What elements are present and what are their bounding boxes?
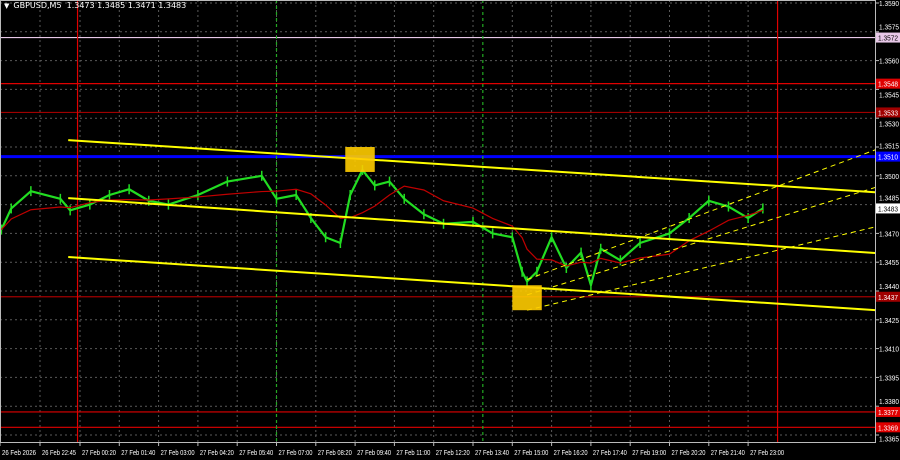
channel-trendline <box>68 256 875 312</box>
x-tick-label: 27 Feb 05:40 <box>239 448 273 457</box>
x-tick-label: 27 Feb 08:20 <box>318 448 352 457</box>
level-price-label-bg <box>876 151 900 162</box>
x-tick-label: 27 Feb 15:00 <box>514 448 548 457</box>
x-tick-label: 27 Feb 13:40 <box>475 448 509 457</box>
y-tick-label: 1.3545 <box>879 91 899 100</box>
channel-trendline <box>68 139 875 194</box>
x-tick-label: 26 Feb 2026 <box>2 448 36 457</box>
y-tick-label: 1.3575 <box>879 23 899 32</box>
x-tick-label: 27 Feb 09:40 <box>357 448 391 457</box>
y-tick-label: 1.3515 <box>879 142 899 151</box>
y-tick-label: 1.3590 <box>879 0 899 8</box>
channel-trendline <box>68 197 875 255</box>
level-price-label: 1.3533 <box>878 108 898 117</box>
x-tick-label: 27 Feb 19:00 <box>632 448 666 457</box>
x-tick-label: 27 Feb 21:40 <box>711 448 745 457</box>
y-tick-label: 1.3365 <box>879 434 899 443</box>
x-tick-label: 26 Feb 22:45 <box>42 448 76 457</box>
y-tick-label: 1.3530 <box>879 119 899 128</box>
x-tick-label: 27 Feb 16:20 <box>554 448 588 457</box>
plot-area <box>0 0 875 442</box>
y-tick-label: 1.3470 <box>879 229 899 238</box>
price-line <box>0 168 764 287</box>
moving-average-line <box>0 185 764 267</box>
level-price-label: 1.3510 <box>878 153 898 162</box>
level-price-label: 1.3377 <box>878 408 898 417</box>
y-tick-label: 1.3455 <box>879 258 899 267</box>
y-tick-label: 1.3380 <box>879 397 899 406</box>
level-price-label-bg <box>876 422 900 433</box>
current-price-label-bg <box>876 203 900 214</box>
y-tick-label: 1.3410 <box>879 345 899 354</box>
y-tick-label: 1.3440 <box>879 282 899 291</box>
x-tick-label: 27 Feb 12:20 <box>436 448 470 457</box>
x-tick-label: 27 Feb 07:00 <box>279 448 313 457</box>
x-tick-label: 27 Feb 17:40 <box>593 448 627 457</box>
signal-rectangle <box>512 285 542 311</box>
y-tick-label: 1.3485 <box>879 193 899 202</box>
ohlc-label: 1.3473 1.3485 1.3471 1.3483 <box>66 1 187 10</box>
level-price-label-bg <box>876 107 900 118</box>
level-price-label-bg <box>876 291 900 302</box>
collapse-triangle-icon[interactable]: ▼ <box>4 2 10 10</box>
level-price-label-bg <box>876 32 900 43</box>
level-price-label-bg <box>876 78 900 89</box>
x-tick-label: 27 Feb 03:00 <box>161 448 195 457</box>
level-price-label: 1.3437 <box>878 293 898 302</box>
current-price-label: 1.3483 <box>878 204 898 213</box>
level-price-label: 1.3548 <box>878 80 898 89</box>
y-tick-label: 1.3395 <box>879 373 899 382</box>
x-tick-label: 27 Feb 23:00 <box>750 448 784 457</box>
level-price-label-bg <box>876 406 900 417</box>
x-tick-label: 27 Feb 00:20 <box>82 448 116 457</box>
y-tick-label: 1.3500 <box>879 172 899 181</box>
x-tick-label: 27 Feb 20:20 <box>672 448 706 457</box>
plot-frame <box>0 0 876 443</box>
symbol-label: GBPUSD,M5 <box>13 1 62 10</box>
channel-trendline <box>526 149 875 280</box>
x-tick-label: 27 Feb 11:00 <box>396 448 430 457</box>
signal-rectangle <box>345 147 375 172</box>
chart-title: ▼ GBPUSD,M5 1.3473 1.3485 1.3471 1.3483 <box>4 1 186 10</box>
channel-trendline <box>526 226 875 311</box>
level-price-label: 1.3572 <box>878 34 898 43</box>
channel-trendline <box>526 186 875 296</box>
x-tick-label: 27 Feb 04:20 <box>200 448 234 457</box>
level-price-label: 1.3369 <box>878 423 898 432</box>
y-tick-label: 1.3560 <box>879 57 899 66</box>
y-tick-label: 1.3425 <box>879 316 899 325</box>
x-tick-label: 27 Feb 01:40 <box>121 448 155 457</box>
